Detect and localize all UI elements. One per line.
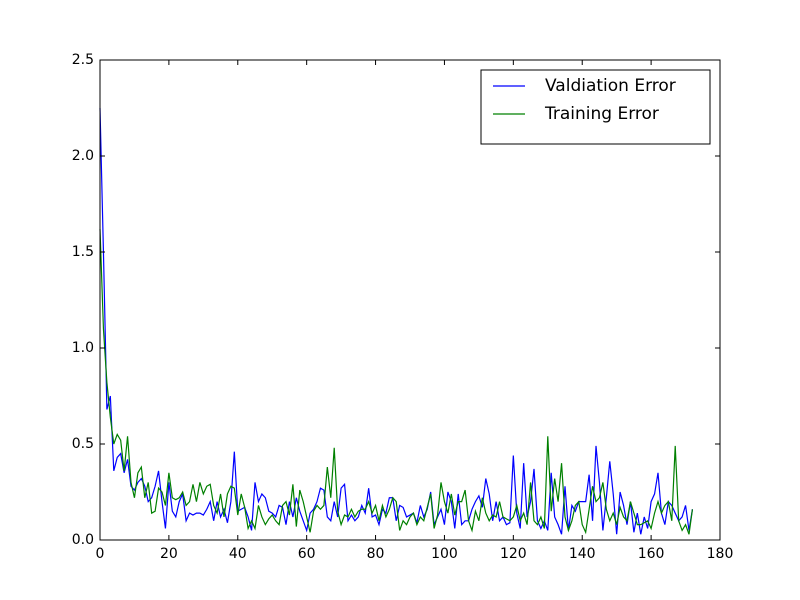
legend-label: Training Error bbox=[544, 104, 659, 124]
y-tick-label: 2.5 bbox=[72, 52, 94, 68]
y-tick-label: 1.0 bbox=[72, 340, 94, 356]
legend-label: Valdiation Error bbox=[545, 76, 676, 96]
x-tick-label: 40 bbox=[229, 546, 247, 562]
x-tick-label: 60 bbox=[298, 546, 316, 562]
y-tick-label: 0.0 bbox=[72, 532, 94, 548]
x-tick-label: 140 bbox=[569, 546, 596, 562]
y-tick-label: 1.5 bbox=[72, 244, 94, 260]
x-tick-label: 80 bbox=[367, 546, 385, 562]
x-tick-label: 120 bbox=[500, 546, 527, 562]
y-tick-label: 2.0 bbox=[72, 148, 94, 164]
legend-box bbox=[480, 69, 711, 145]
series-line bbox=[99, 107, 694, 535]
x-tick-label: 0 bbox=[96, 546, 105, 562]
plot-frame bbox=[99, 59, 721, 541]
x-tick-label: 180 bbox=[707, 546, 734, 562]
x-tick-label: 160 bbox=[638, 546, 665, 562]
series-line bbox=[99, 228, 694, 535]
y-tick-label: 0.5 bbox=[72, 436, 94, 452]
x-tick-label: 20 bbox=[160, 546, 178, 562]
x-tick-label: 100 bbox=[431, 546, 458, 562]
